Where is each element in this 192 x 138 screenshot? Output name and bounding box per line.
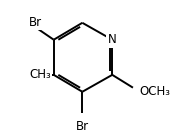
Text: N: N [108, 33, 117, 46]
Text: CH₃: CH₃ [29, 68, 51, 81]
Text: Br: Br [29, 16, 42, 29]
Text: Br: Br [76, 120, 89, 133]
Text: OCH₃: OCH₃ [140, 85, 170, 98]
